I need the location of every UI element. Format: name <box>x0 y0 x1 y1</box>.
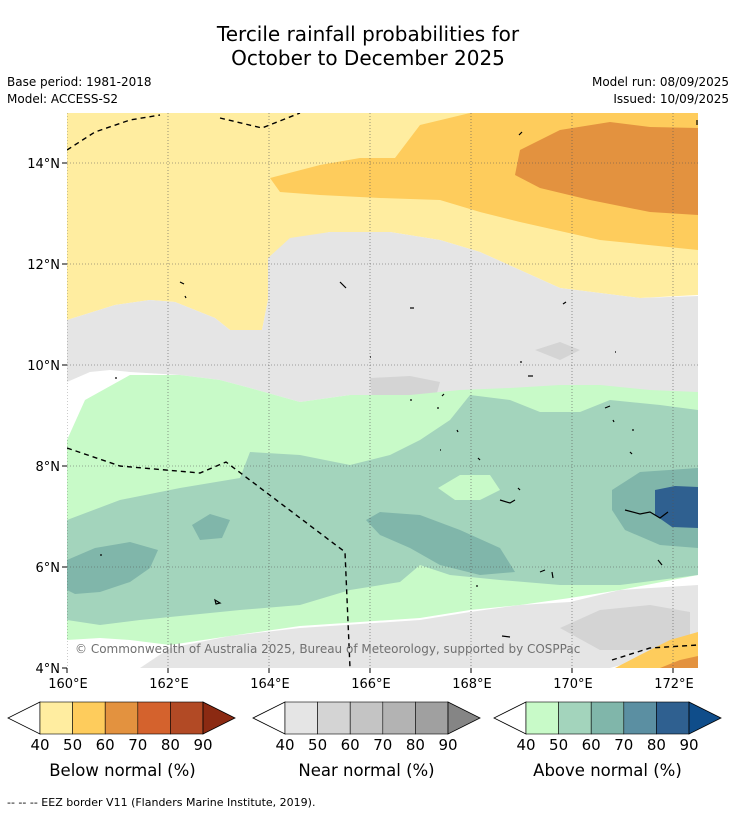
title-line-1: Tercile rainfall probabilities for <box>216 22 520 46</box>
colorbar-below-segment <box>137 701 171 735</box>
colorbar-tick-label: 90 <box>438 736 457 754</box>
colorbar-tick-label: 40 <box>275 736 294 754</box>
colorbar-tick-label: 60 <box>96 736 115 754</box>
y-tick-label: 10°N <box>27 359 60 374</box>
colorbar-below-segment <box>104 701 139 735</box>
colorbar-near-segment <box>317 701 351 735</box>
colorbar-below-lower-extend <box>7 701 41 735</box>
x-tick-label: 160°E <box>48 677 88 692</box>
map-title: Tercile rainfall probabilities for Octob… <box>0 22 736 70</box>
x-tick-label: 170°E <box>553 677 593 692</box>
colorbar-above-segment <box>525 701 559 735</box>
colorbar-near-segment <box>284 701 318 735</box>
colorbar-tick-label: 60 <box>582 736 601 754</box>
colorbar-above-segment <box>623 701 657 735</box>
base-period-label: Base period: 1981-2018 <box>7 75 152 89</box>
near-normal-50-60-south-patch <box>560 605 690 650</box>
island-markers <box>100 120 698 638</box>
colorbar-title-below: Below normal (%) <box>49 761 196 780</box>
colorbar-below-segment <box>72 701 106 735</box>
colorbar-near-segment <box>349 701 384 735</box>
colorbar-near-segment <box>415 701 449 735</box>
below-normal-60-70-region <box>515 122 698 215</box>
colorbar-tick-label: 50 <box>549 736 568 754</box>
eez-legend-note: -- -- -- EEZ border V11 (Flanders Marine… <box>7 796 316 809</box>
y-tick-label: 12°N <box>27 258 60 273</box>
colorbar-tick-label: 90 <box>193 736 212 754</box>
model-run-label: Model run: 08/09/2025 <box>591 75 729 89</box>
y-tick-label: 4°N <box>36 662 61 677</box>
colorbar-title-above: Above normal (%) <box>533 761 682 780</box>
colorbar-above-segment <box>656 701 690 735</box>
near-normal-40-50-south-region <box>140 585 698 668</box>
axis-ticks <box>62 162 674 673</box>
eez-border-lines <box>67 113 698 668</box>
colorbar-below-segment <box>170 701 204 735</box>
below-normal-southeast-region <box>615 632 698 668</box>
x-tick-label: 162°E <box>149 677 189 692</box>
colorbar-tick-label: 80 <box>406 736 425 754</box>
issued-label: Issued: 10/09/2025 <box>613 92 729 106</box>
near-normal-40-50-region <box>67 232 698 402</box>
x-tick-label: 166°E <box>351 677 391 692</box>
colorbar-legends: 40 50 60 70 80 90 40 50 60 70 80 90 40 50 60 70 80 90 <box>7 701 722 754</box>
y-tick-label: 8°N <box>36 460 61 475</box>
x-tick-label: 172°E <box>654 677 694 692</box>
map-plot-area: © Commonwealth of Australia 2025, Bureau… <box>67 113 698 668</box>
above-normal-60-70-region-2 <box>366 512 515 575</box>
near-normal-50-60-patch-2 <box>535 342 580 360</box>
colorbar-tick-label: 50 <box>63 736 82 754</box>
colorbar-tick-label: 40 <box>516 736 535 754</box>
model-label: Model: ACCESS-S2 <box>7 92 119 106</box>
colorbar-near-upper-extend <box>447 701 481 735</box>
y-tick-label: 6°N <box>36 561 61 576</box>
colorbar-near-lower-extend <box>252 701 286 735</box>
colorbar-tick-label: 70 <box>373 736 392 754</box>
colorbar-below-upper-extend <box>202 701 236 735</box>
above-normal-60-70-region <box>67 542 158 594</box>
x-tick-label: 168°E <box>452 677 492 692</box>
above-normal-50-60-region <box>67 395 698 625</box>
colorbar-tick-label: 90 <box>679 736 698 754</box>
colorbar-tick-label: 70 <box>614 736 633 754</box>
below-normal-southeast-60-70 <box>660 656 698 668</box>
x-tick-label: 164°E <box>250 677 290 692</box>
colorbar-tick-label: 60 <box>341 736 360 754</box>
meta-right: Model run: 08/09/2025 Issued: 10/09/2025 <box>592 74 729 108</box>
above-normal-60-70-region-3 <box>192 514 230 540</box>
title-line-2: October to December 2025 <box>231 46 505 70</box>
colorbar-tick-label: 50 <box>308 736 327 754</box>
above-normal-40-50-patch <box>438 475 500 500</box>
y-tick-label: 14°N <box>27 157 60 172</box>
colorbar-above-upper-extend <box>688 701 722 735</box>
colorbar-tick-label: 70 <box>128 736 147 754</box>
colorbar-tick-label: 40 <box>30 736 49 754</box>
copyright-notice: © Commonwealth of Australia 2025, Bureau… <box>75 642 580 656</box>
colorbar-tick-label: 80 <box>647 736 666 754</box>
colorbar-near-segment <box>382 701 416 735</box>
colorbar-above-lower-extend <box>493 701 527 735</box>
colorbar-tick-label: 80 <box>161 736 180 754</box>
meta-left: Base period: 1981-2018 Model: ACCESS-S2 <box>7 74 152 108</box>
colorbar-below-segment <box>39 701 73 735</box>
colorbar-title-near: Near normal (%) <box>298 761 435 780</box>
graticule <box>67 113 698 668</box>
above-normal-70-80-region <box>655 486 698 528</box>
colorbar-above-segment <box>558 701 592 735</box>
colorbar-above-segment <box>590 701 625 735</box>
